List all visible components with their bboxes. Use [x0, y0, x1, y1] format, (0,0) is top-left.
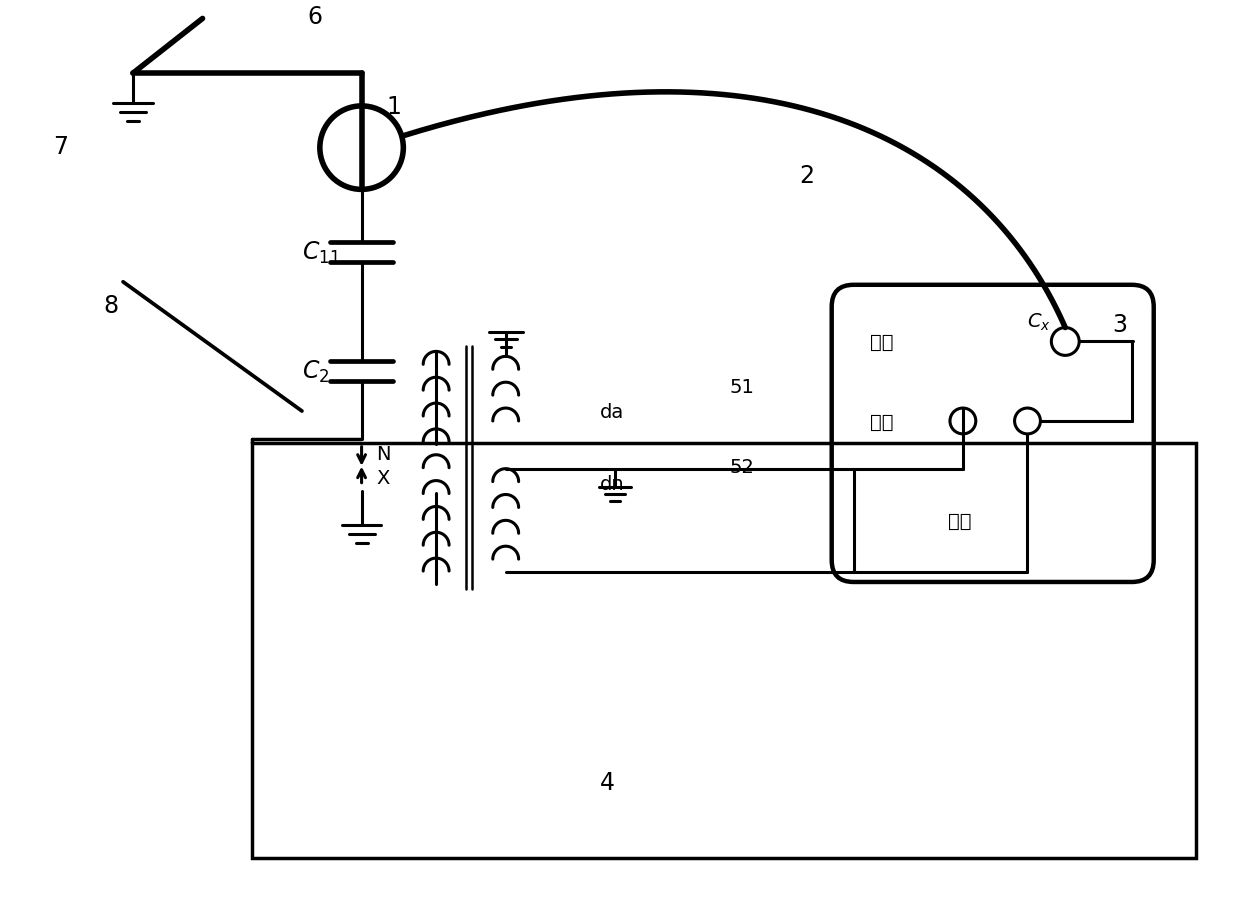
Bar	[252, 443, 1197, 859]
Text: 3: 3	[1112, 313, 1127, 337]
Text: 4: 4	[600, 770, 615, 794]
Text: 51: 51	[729, 377, 754, 396]
Text: $C_x$: $C_x$	[1028, 312, 1052, 333]
Text: dn: dn	[600, 475, 625, 494]
Text: X: X	[377, 469, 389, 488]
Text: $\mathit{C}_{11}$: $\mathit{C}_{11}$	[303, 239, 340, 265]
Text: 7: 7	[53, 135, 68, 158]
Text: da: da	[600, 402, 625, 421]
Text: 1: 1	[387, 95, 402, 118]
Text: 6: 6	[308, 5, 322, 29]
Text: $\mathit{C}_{2}$: $\mathit{C}_{2}$	[303, 358, 330, 385]
Text: 电桥: 电桥	[949, 511, 971, 530]
Text: 低压: 低压	[870, 412, 894, 431]
Text: N: N	[377, 445, 391, 464]
Text: 高压: 高压	[870, 332, 894, 351]
Text: 2: 2	[799, 164, 813, 188]
Text: 52: 52	[729, 457, 754, 476]
Text: 8: 8	[103, 293, 118, 317]
